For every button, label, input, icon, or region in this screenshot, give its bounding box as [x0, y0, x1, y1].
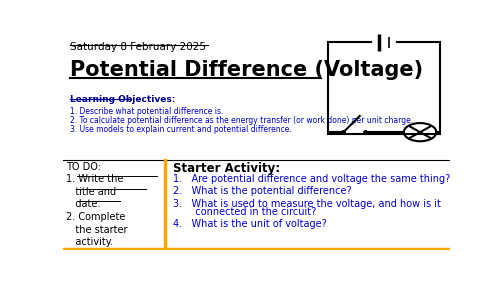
Text: 1. Describe what potential difference is.: 1. Describe what potential difference is…: [70, 107, 224, 116]
Text: 1.   Are potential difference and voltage the same thing?: 1. Are potential difference and voltage …: [173, 174, 450, 184]
Text: the starter: the starter: [66, 225, 128, 235]
Text: title and: title and: [66, 187, 116, 197]
Text: Potential Difference (Voltage): Potential Difference (Voltage): [70, 60, 424, 80]
Text: Starter Activity:: Starter Activity:: [173, 162, 280, 175]
Text: 2. Complete: 2. Complete: [66, 212, 126, 222]
Text: Saturday 8 February 2025: Saturday 8 February 2025: [70, 42, 206, 52]
Text: date.: date.: [66, 200, 101, 209]
Text: 3. Use models to explain current and potential difference.: 3. Use models to explain current and pot…: [70, 125, 292, 135]
Bar: [328, 42, 440, 134]
Text: TO DO:: TO DO:: [66, 162, 102, 173]
Text: 3.   What is used to measure the voltage, and how is it: 3. What is used to measure the voltage, …: [173, 199, 441, 209]
Text: 2. To calculate potential difference as the energy transfer (or work done) per u: 2. To calculate potential difference as …: [70, 116, 414, 125]
Text: activity.: activity.: [66, 237, 114, 247]
Text: 1. Write the: 1. Write the: [66, 174, 124, 184]
Text: 2.   What is the potential difference?: 2. What is the potential difference?: [173, 186, 352, 196]
Text: connected in the circuit?: connected in the circuit?: [186, 207, 317, 217]
Text: 4.   What is the unit of voltage?: 4. What is the unit of voltage?: [173, 219, 326, 229]
Text: Learning Objectives:: Learning Objectives:: [70, 95, 176, 104]
